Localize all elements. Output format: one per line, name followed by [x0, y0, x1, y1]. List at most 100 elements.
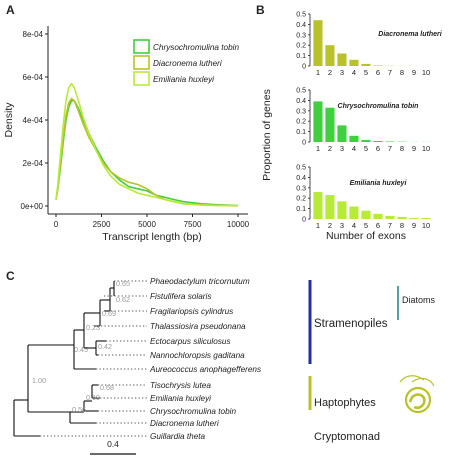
exon-x-tick-label: 7 — [388, 221, 392, 230]
exon-x-tick-label: 2 — [328, 221, 332, 230]
panel-label-a: A — [6, 3, 15, 17]
exon-x-tick-label: 1 — [316, 144, 320, 153]
exon-bar — [313, 101, 323, 142]
exon-y-tick-label: 0.1 — [296, 129, 306, 136]
panel-label-c: C — [6, 269, 15, 283]
exon-x-tick-label: 10 — [422, 144, 430, 153]
density-y-tick-label: 4e-04 — [23, 116, 44, 125]
density-y-tick-label: 0e+00 — [21, 202, 44, 211]
exon-x-tick-label: 6 — [376, 144, 380, 153]
taxon-label: Ectocarpus siliculosus — [150, 337, 231, 346]
density-y-tick-label: 8e-04 — [23, 30, 44, 39]
haptophytes-label: Haptophytes — [314, 397, 376, 409]
exon-x-tick-label: 8 — [400, 68, 404, 77]
support-value: 0.62 — [116, 295, 130, 304]
exon-bar — [373, 141, 383, 142]
exon-x-tick-label: 4 — [352, 221, 356, 230]
exon-bar — [373, 213, 383, 219]
exon-bar — [325, 195, 335, 219]
exon-x-tick-label: 7 — [388, 68, 392, 77]
density-x-ticks: 0 2500 5000 7500 10000 — [54, 214, 250, 229]
taxon-label: Thalassiosira pseudonana — [150, 322, 246, 331]
exon-bar — [313, 192, 323, 219]
density-x-tick-label: 2500 — [93, 220, 111, 229]
support-value: 0.68 — [100, 383, 114, 392]
exon-x-tick-label: 7 — [388, 144, 392, 153]
exon-x-tick-label: 2 — [328, 68, 332, 77]
taxon-label: Aureococcus anophagefferens — [149, 365, 261, 374]
exon-x-tick-label: 5 — [364, 144, 368, 153]
exon-bar — [385, 141, 395, 142]
taxon-label: Nannochloropsis gaditana — [150, 351, 245, 360]
exon-bar — [361, 139, 371, 142]
exon-x-label: Number of exons — [326, 230, 406, 242]
exon-x-tick-label: 6 — [376, 221, 380, 230]
exon-x-tick-label: 3 — [340, 68, 344, 77]
exon-x-tick-label: 9 — [412, 68, 416, 77]
density-y-label: Density — [3, 102, 15, 138]
exon-y-tick-label: 0.4 — [296, 175, 306, 182]
exon-x-tick-label: 5 — [364, 221, 368, 230]
exon-chart: 00.10.20.30.40.51 2 3 4 5 6 7 8 9 10 00.10.20.30.… — [261, 12, 443, 243]
support-value: 0.45 — [74, 345, 88, 354]
exon-subplot-emiliania: 0 0.1 0.2 0.3 0.4 0.5 1 2 3 4 5 6 7 8 9 10 — [296, 165, 431, 230]
support-value: 0.42 — [98, 342, 112, 351]
exon-bar — [349, 206, 359, 219]
exon-x-tick-label: 1 — [316, 68, 320, 77]
density-chart: 0e+00 2e-04 4e-04 6e-04 8e-04 0 2500 5000 7500 1… — [3, 26, 250, 243]
exon-bar — [361, 63, 371, 66]
exon-x-tick-label: 1 — [316, 221, 320, 230]
taxon-label: Diacronema lutheri — [150, 419, 219, 428]
legend-label-diacronema: Diacronema lutheri — [153, 59, 222, 68]
density-x-tick-label: 5000 — [138, 220, 156, 229]
tree-taxa-labels: Phaeodactylum tricornutum Fistulifera sol… — [149, 277, 261, 441]
exon-x-tick-label: 10 — [422, 221, 430, 230]
exon-bar — [337, 53, 347, 66]
exon-y-tick-label: 0.2 — [296, 43, 306, 50]
tree-branches — [13, 280, 147, 437]
exon-bar — [337, 201, 347, 219]
density-lines — [55, 82, 239, 207]
taxon-label: Chrysochromulina tobin — [150, 407, 236, 416]
exon-x-tick-label: 2 — [328, 144, 332, 153]
exon-bar — [349, 59, 359, 66]
exon-x-tick-label: 6 — [376, 68, 380, 77]
legend-label-emiliania: Emiliania huxleyi — [153, 75, 214, 84]
density-x-tick-label: 7500 — [184, 220, 202, 229]
density-x-tick-label: 0 — [54, 220, 59, 229]
exon-x-tick-label: 4 — [352, 144, 356, 153]
exon-y-tick-label: 0.5 — [296, 88, 306, 95]
density-legend: Chrysochromulina tobin Diacronema luther… — [133, 39, 239, 86]
density-line-diacronema — [55, 97, 239, 207]
support-value: 0.23 — [86, 323, 100, 332]
exon-title-chrysochromulina: Chrysochromulina tobin — [338, 103, 419, 110]
taxon-label: Phaeodactylum tricornutum — [150, 277, 250, 286]
exon-bar — [421, 218, 431, 219]
exon-x-tick-label: 8 — [400, 144, 404, 153]
exon-y-tick-label: 0.3 — [296, 185, 306, 192]
exon-x-tick-label: 3 — [340, 144, 344, 153]
support-value: 0.69 — [86, 393, 100, 402]
exon-title-diacronema: Diacronema lutheri — [378, 31, 442, 38]
exon-subplot-chrysochromulina: 0 0.1 0.2 0.3 0.4 0.5 1 2 3 4 5 6 7 8 9 10 — [296, 88, 431, 153]
exon-subplot-diacronema: 0 0.1 0.2 0.3 0.4 0.5 1 2 3 4 5 6 7 8 9 10 — [296, 12, 430, 78]
density-x-tick-label: 10000 — [227, 220, 250, 229]
exon-x-tick-label: 3 — [340, 221, 344, 230]
support-value: 0.65 — [116, 279, 130, 288]
exon-bar — [325, 107, 335, 142]
exon-y-tick-label: 0.4 — [296, 98, 306, 105]
density-x-label: Transcript length (bp) — [102, 231, 201, 243]
legend-swatch-emiliania — [133, 71, 150, 86]
taxon-label: Tisochrysis lutea — [150, 381, 211, 390]
exon-y-tick-label: 0 — [302, 217, 306, 224]
cryptomonad-label: Cryptomonad — [314, 431, 380, 443]
exon-title-emiliania: Emiliania huxleyi — [350, 180, 408, 187]
density-y-tick-label: 6e-04 — [23, 73, 44, 82]
exon-x-tick-label: 8 — [400, 221, 404, 230]
exon-bar — [385, 215, 395, 219]
exon-y-tick-label: 0.4 — [296, 22, 306, 29]
tree-support-values: 0.650.620.690.230.420.451.000.680.690.56 — [32, 279, 130, 414]
haptophyte-cell-icon — [399, 375, 435, 414]
exon-y-tick-label: 0.3 — [296, 108, 306, 115]
support-value: 0.69 — [102, 309, 116, 318]
